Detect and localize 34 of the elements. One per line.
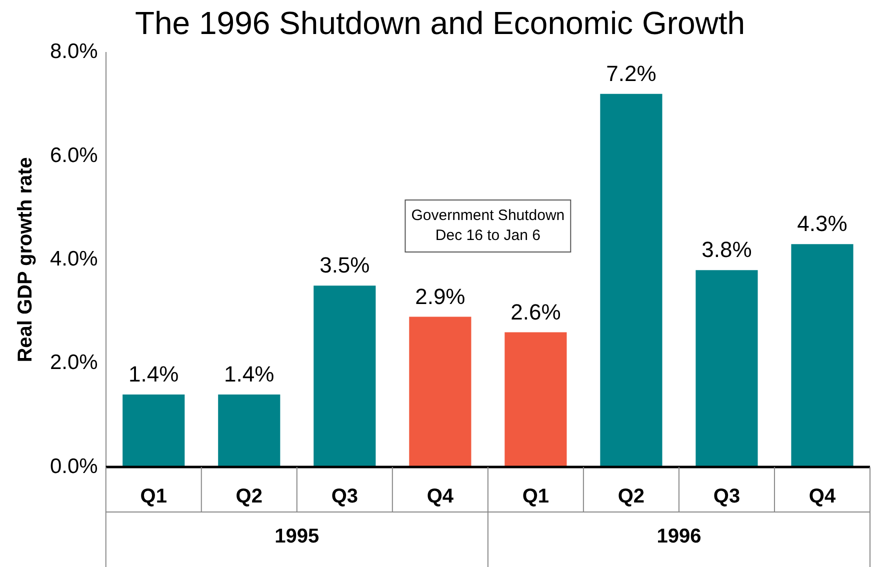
bar [600, 94, 662, 467]
x-tick-label: Q2 [236, 486, 262, 508]
data-label: 3.5% [320, 252, 370, 278]
bar [504, 332, 567, 467]
y-tick-label: 0.0% [50, 454, 98, 478]
bar [791, 244, 854, 467]
chart-title: The 1996 Shutdown and Economic Growth [134, 5, 746, 42]
bar [696, 270, 758, 467]
x-tick-label: Q2 [618, 486, 645, 508]
data-label: 7.2% [606, 60, 656, 86]
data-label: 1.4% [224, 362, 274, 387]
bar [409, 316, 472, 467]
text: 1995 [274, 526, 320, 548]
bar [122, 394, 185, 467]
x-tick-label: Q1 [140, 486, 167, 508]
bar [218, 394, 280, 467]
x-tick-label: Q1 [522, 486, 550, 508]
x-tick-label: Q4 [808, 486, 836, 508]
annotation: Government Shutdown Dec 16 to Jan 6 [411, 207, 565, 244]
data-label: 1.4% [128, 362, 179, 387]
data-label: 3.8% [702, 237, 752, 262]
data-label: 2.6% [510, 299, 561, 324]
y-tick-label: 2.0% [50, 351, 98, 374]
y-tick-label: 4.0% [50, 247, 98, 270]
y-tick-label: 6.0% [50, 144, 98, 167]
data-label: 4.3% [797, 211, 848, 236]
y-tick-label: 8.0% [50, 40, 98, 64]
y-axis-title: Real GDP growth rate [14, 157, 37, 362]
x-tick-label: Q3 [713, 486, 740, 508]
x-tick-label: Q4 [426, 486, 454, 508]
text: 1996 [656, 526, 702, 548]
x-tick-label: Q3 [331, 486, 358, 508]
data-label: 2.9% [415, 284, 466, 309]
bar [314, 286, 376, 467]
